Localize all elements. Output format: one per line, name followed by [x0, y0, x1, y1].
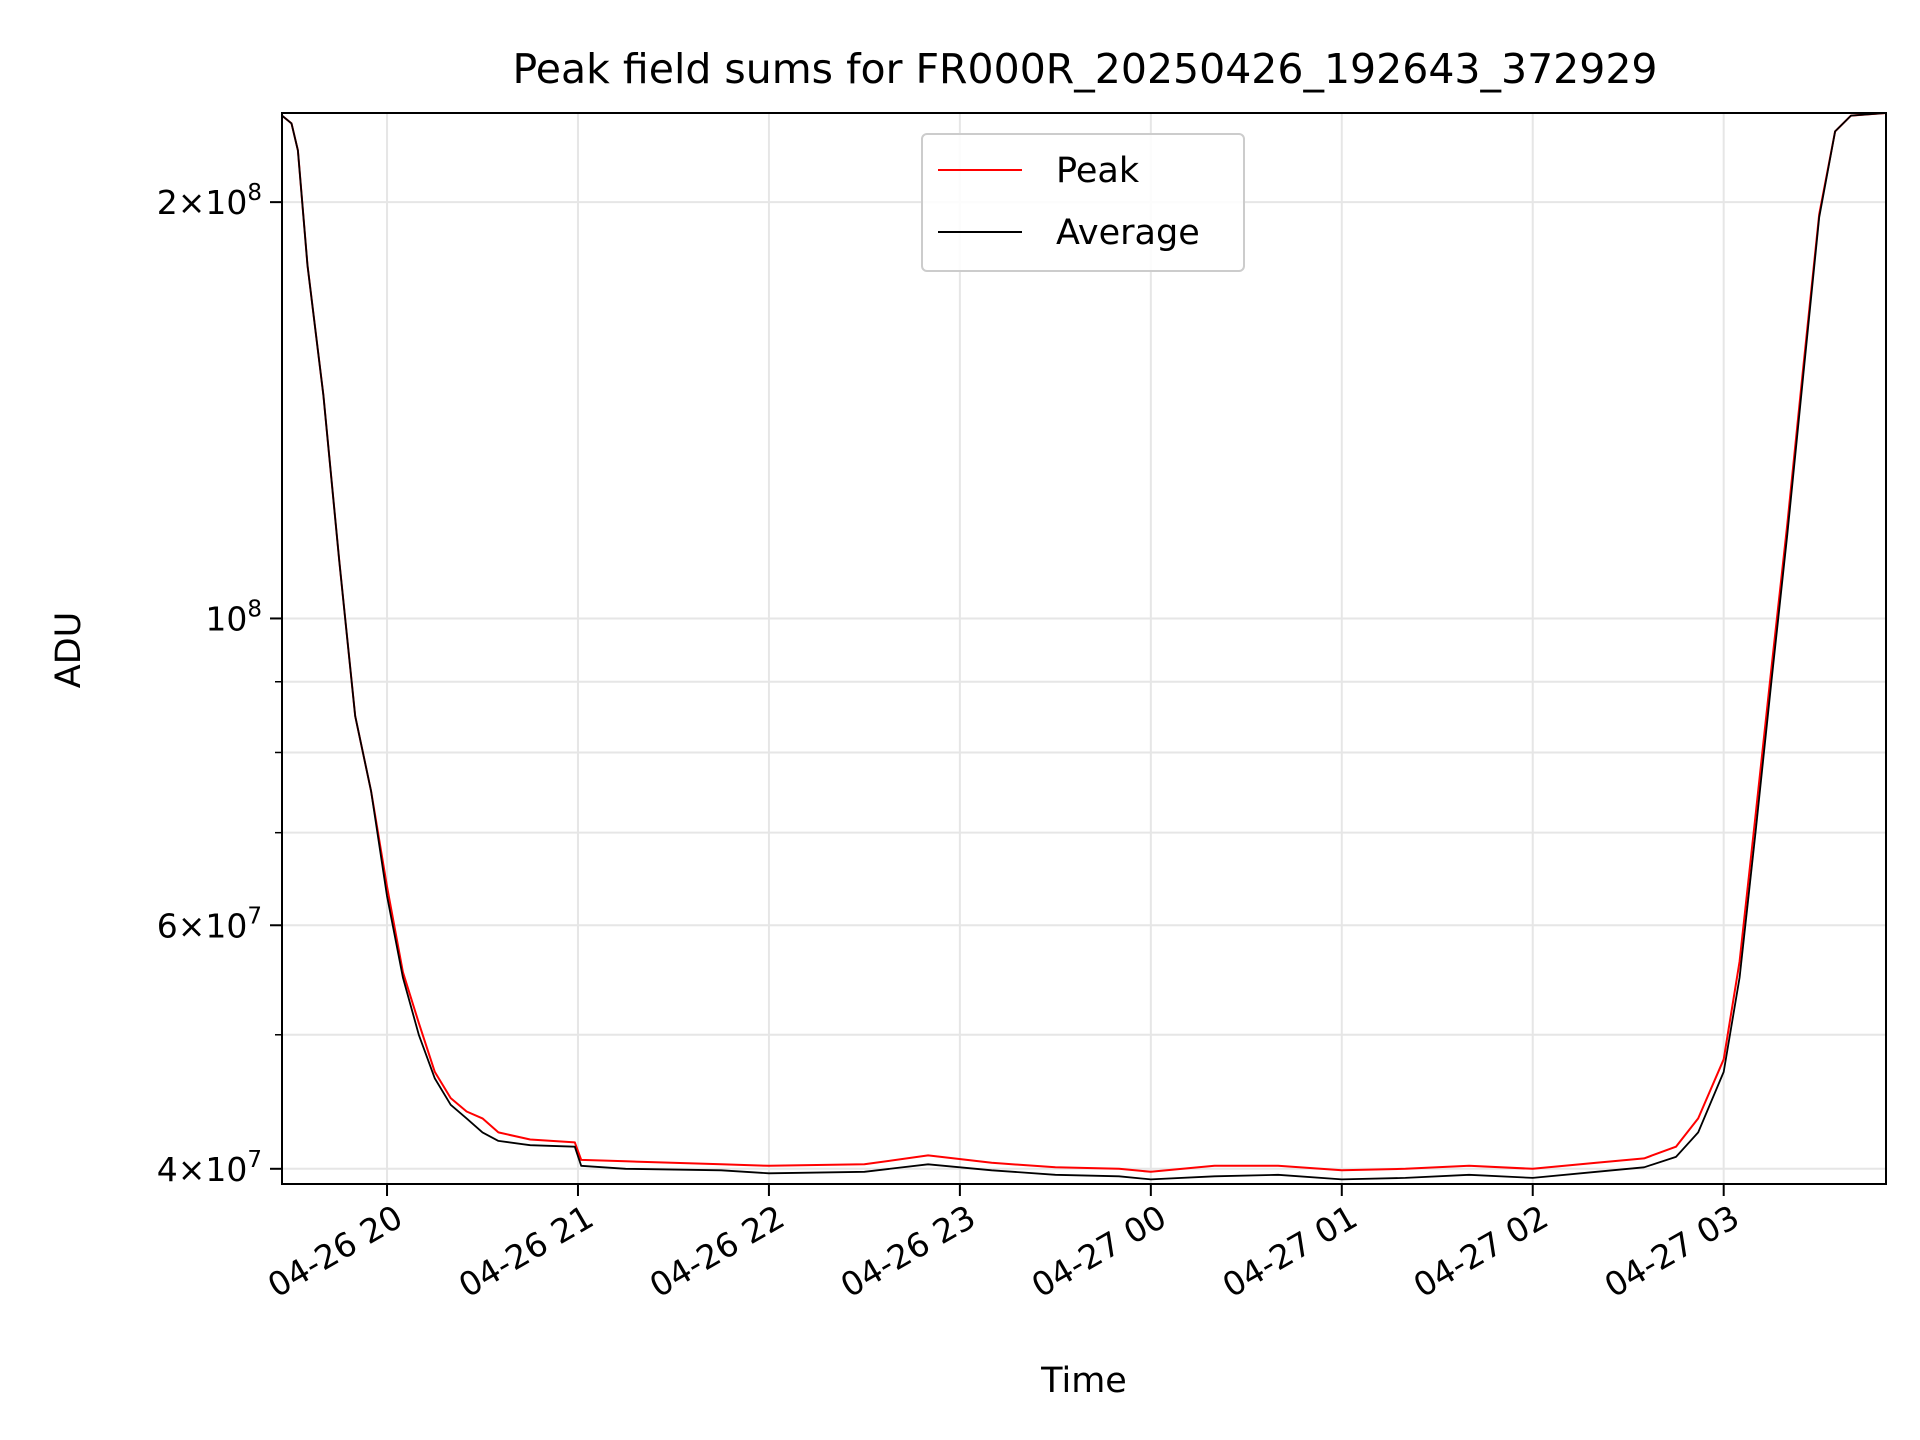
series-line-peak	[281, 112, 1887, 1173]
series-line-average	[281, 112, 1887, 1181]
y-axis-title: ADU	[49, 612, 89, 689]
plot-area-frame	[281, 112, 1887, 1185]
legend-label-peak: Peak	[1056, 151, 1140, 191]
legend-label-average: Average	[1056, 213, 1200, 253]
x-axis-title: Time	[1040, 1361, 1127, 1401]
gridlines	[282, 113, 1886, 1184]
chart-title: Peak field sums for FR000R_20250426_1926…	[513, 45, 1658, 93]
y-axis: 4×107 6×107 108 2×108	[157, 180, 282, 1189]
series-layer	[281, 112, 1887, 1181]
y-tick-label: 108	[205, 596, 262, 638]
y-tick-label: 4×107	[157, 1147, 262, 1189]
legend: Peak Average	[921, 133, 1245, 272]
y-tick-label: 6×107	[157, 903, 262, 945]
legend-box	[921, 133, 1245, 272]
y-tick-label: 2×108	[157, 180, 262, 222]
